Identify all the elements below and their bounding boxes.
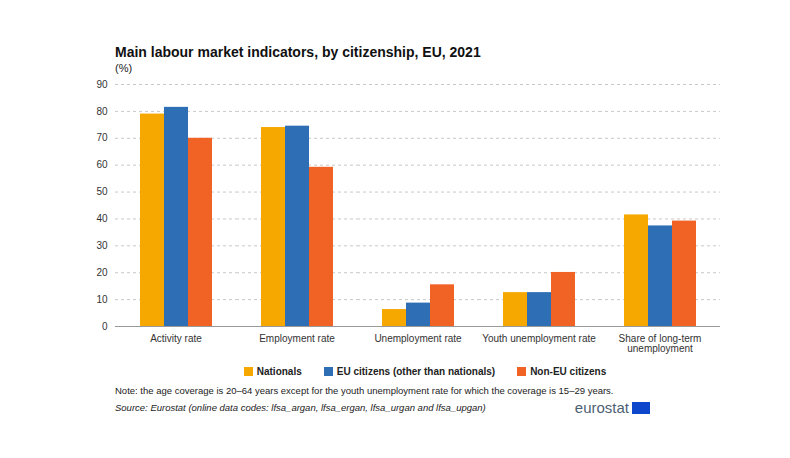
svg-text:30: 30: [96, 240, 108, 251]
svg-text:10: 10: [96, 294, 108, 305]
svg-text:80: 80: [96, 106, 108, 117]
svg-text:Activity rate: Activity rate: [150, 333, 202, 344]
html-text:Nationals: Nationals: [256, 366, 302, 377]
svg-text:Unemployment rate: Unemployment rate: [374, 333, 462, 344]
svg-text:20: 20: [96, 267, 108, 278]
svg-text:Youth unemployment rate: Youth unemployment rate: [482, 333, 596, 344]
svg-text:Share of long-termunemployment: Share of long-termunemployment: [619, 333, 702, 354]
svg-text:50: 50: [96, 186, 108, 197]
html-text:Non-EU citizens: Non-EU citizens: [530, 366, 607, 377]
svg-text:90: 90: [96, 79, 108, 90]
html-text:EU citizens (other than nation: EU citizens (other than nationals): [336, 366, 496, 377]
html-text:eurostat: eurostat: [574, 399, 629, 416]
svg-text:70: 70: [96, 132, 108, 143]
svg-text:40: 40: [96, 213, 108, 224]
html-text:Source: Eurostat (online data: Source: Eurostat (online data codes: lfs…: [115, 402, 486, 413]
svg-text:Employment rate: Employment rate: [259, 333, 335, 344]
html-text:Main labour market indicators,: Main labour market indicators, by citize…: [115, 44, 481, 60]
svg-text:60: 60: [96, 159, 108, 170]
html-text:Note: the age coverage is 20–6: Note: the age coverage is 20–64 years ex…: [115, 385, 614, 396]
svg-text:0: 0: [102, 321, 108, 332]
